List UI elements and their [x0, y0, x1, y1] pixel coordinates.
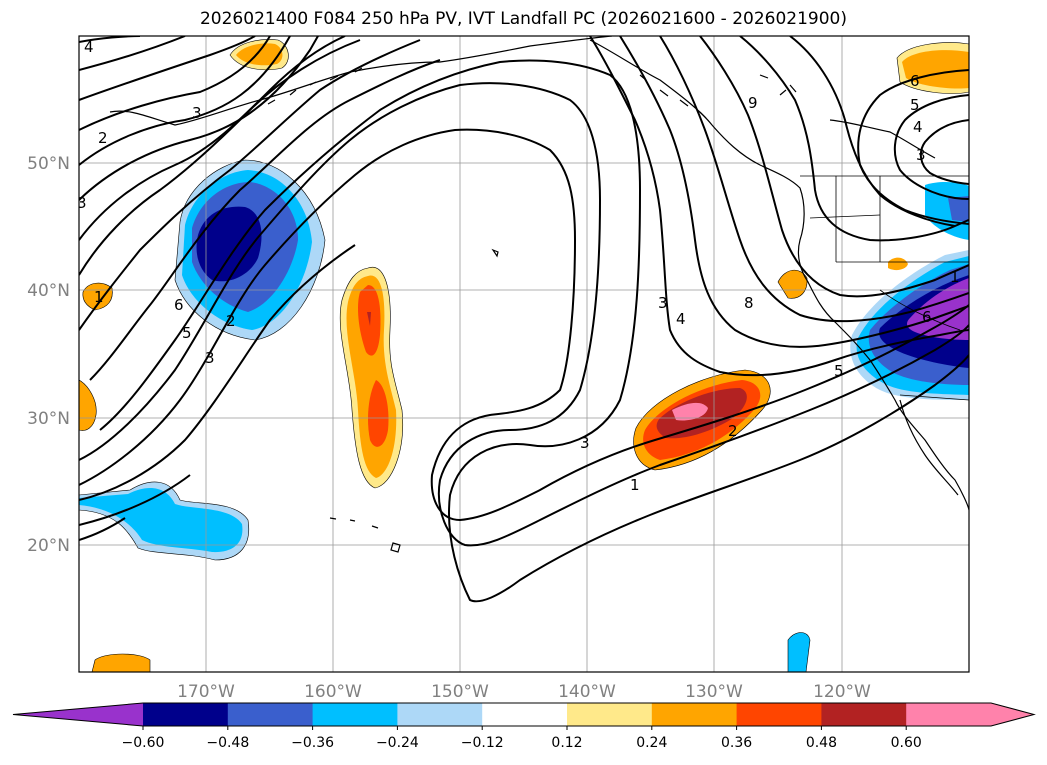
colorbar: −0.60 −0.48 −0.36 −0.24 −0.12 0.12 0.24 0.36 0.4…: [12, 702, 1036, 751]
contour-label: 3: [658, 294, 668, 312]
contour-label: 4: [676, 310, 686, 328]
contour-label: 2: [728, 422, 738, 440]
lat-tick-label: 40°N: [27, 281, 70, 301]
colorbar-segment: [397, 703, 483, 726]
colorbar-tick-label: −0.60: [122, 735, 165, 751]
colorbar-tick-label: −0.24: [376, 735, 419, 751]
lon-tick-label: 120°W: [813, 682, 871, 702]
map-frame: [78, 35, 970, 673]
borders: [800, 175, 969, 401]
colorbar-segment: [567, 703, 653, 726]
contour-label: 1: [94, 288, 104, 306]
contour-label: 6: [174, 296, 184, 314]
contour-label: 6: [922, 308, 932, 326]
colorbar-tick-label: 0.24: [636, 735, 667, 751]
lon-axis: 170°W 160°W 150°W 140°W 130°W 120°W: [177, 682, 871, 702]
colorbar-segment: [651, 703, 738, 726]
lon-tick-label: 160°W: [304, 682, 362, 702]
contour-label: 9: [748, 94, 758, 112]
colorbar-segment: [312, 703, 398, 726]
contour-label: 1: [630, 476, 640, 494]
colorbar-segment: [821, 703, 907, 726]
contour-label: 5: [910, 96, 920, 114]
contour-label: 3: [77, 194, 87, 212]
colorbar-tick-label: 0.48: [806, 735, 837, 751]
lon-tick-label: 130°W: [685, 682, 743, 702]
map-panel: 4 3 2 3 1 5 6 2 3 3 4 3 2 1 5 8 9 6 5 4 …: [77, 36, 969, 672]
colorbar-segment: [143, 703, 229, 726]
colorbar-segment: [227, 703, 314, 726]
colorbar-segment: [482, 703, 568, 726]
colorbar-segment: [736, 703, 822, 726]
colorbar-segment: [906, 703, 992, 726]
colorbar-tick-label: 0.60: [891, 735, 922, 751]
contour-label: 3: [580, 434, 590, 452]
neg-anomaly-east-pacific: [787, 182, 969, 672]
contour-label: 3: [192, 104, 202, 122]
contour-label: 4: [913, 118, 923, 136]
colorbar-tick-label: 0.12: [551, 735, 582, 751]
contour-label: 5: [834, 362, 844, 380]
contour-label: 5: [182, 324, 192, 342]
lon-tick-label: 170°W: [177, 682, 235, 702]
contour-labels: 4 3 2 3 1 5 6 2 3 3 4 3 2 1 5 8 9 6 5 4 …: [77, 38, 960, 494]
colorbar-tick-label: −0.36: [291, 735, 334, 751]
contour-label: 1: [950, 268, 960, 286]
contour-label: 6: [910, 72, 920, 90]
colorbar-extend-high: [991, 703, 1034, 726]
colorbar-tick-label: −0.48: [206, 735, 249, 751]
pos-anomaly-jet: [633, 369, 771, 471]
lat-axis: 50°N 40°N 30°N 20°N: [27, 154, 70, 556]
map-title: 2026021400 F084 250 hPa PV, IVT Landfall…: [199, 9, 847, 29]
lon-tick-label: 140°W: [558, 682, 616, 702]
contour-label: 8: [744, 294, 754, 312]
colorbar-tick-label: 0.36: [721, 735, 752, 751]
pv-contours: [79, 36, 969, 603]
pos-anomaly-central-pacific: [339, 266, 403, 489]
contour-label: 4: [84, 38, 94, 56]
lon-tick-label: 150°W: [431, 682, 489, 702]
colorbar-extend-low: [13, 703, 143, 726]
graticule: [79, 36, 969, 672]
contour-label: 3: [205, 349, 215, 367]
contour-label: 3: [916, 146, 926, 164]
colorbar-tick-label: −0.12: [461, 735, 504, 751]
contour-label: 2: [98, 129, 108, 147]
lat-tick-label: 50°N: [27, 154, 70, 174]
lat-tick-label: 30°N: [27, 409, 70, 429]
shaded-anomalies: [79, 39, 969, 672]
lat-tick-label: 20°N: [27, 536, 70, 556]
contour-label: 2: [226, 312, 236, 330]
